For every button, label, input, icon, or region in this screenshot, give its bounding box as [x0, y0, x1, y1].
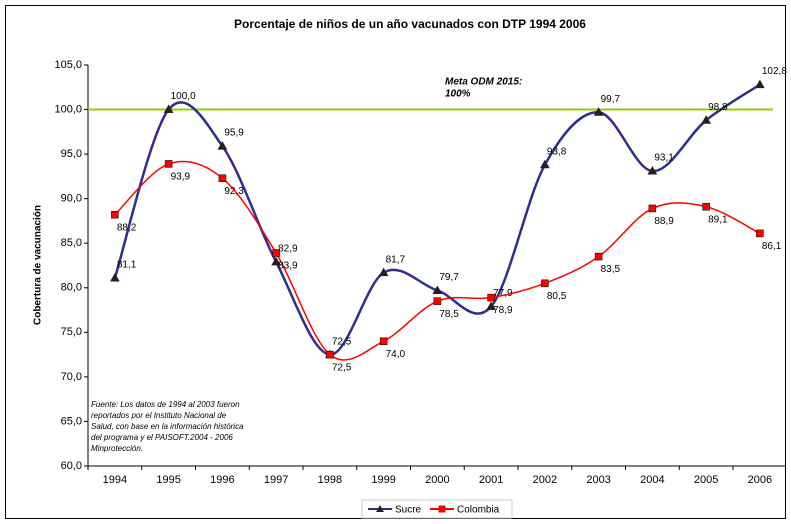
- data-label: 78,5: [439, 309, 459, 320]
- data-label: 92,3: [224, 186, 244, 197]
- legend-marker: [438, 505, 446, 513]
- data-label: 83,9: [278, 261, 298, 272]
- x-tick-label: 2001: [479, 474, 503, 486]
- x-tick-label: 1999: [371, 474, 395, 486]
- series-line: [113, 83, 761, 356]
- legend: Sucre Colombia: [361, 499, 513, 519]
- footnote: del programa y el PAISOFT.2004 - 2006: [91, 433, 233, 442]
- annotation: Meta ODM 2015:: [445, 77, 522, 88]
- chart-frame: [5, 5, 786, 519]
- data-label: 93,1: [654, 153, 674, 164]
- point-marker: [755, 79, 765, 89]
- x-tick-label: 2002: [533, 474, 557, 486]
- chart-title: Porcentaje de niños de un año vacunados …: [234, 17, 586, 31]
- legend-label: Sucre: [395, 505, 422, 516]
- data-label: 99,7: [601, 94, 621, 105]
- legend-marker: [376, 505, 384, 512]
- y-tick-label: 95,0: [61, 148, 82, 160]
- data-label: 72,5: [332, 336, 352, 347]
- point-marker: [271, 256, 281, 266]
- footnote: Salud, con base en la información histór…: [91, 422, 244, 431]
- x-tick-label: 2006: [748, 474, 772, 486]
- y-tick-label: 85,0: [61, 237, 82, 249]
- data-label: 88,9: [654, 216, 674, 227]
- x-tick-label: 2004: [640, 474, 664, 486]
- data-label: 78,9: [493, 305, 513, 316]
- data-label: 81,1: [117, 260, 137, 271]
- point-marker: [110, 272, 120, 282]
- data-label: 100,0: [171, 91, 196, 102]
- x-tick-label: 1994: [103, 474, 127, 486]
- data-label: 93,9: [171, 172, 191, 183]
- point-marker: [111, 210, 119, 219]
- x-tick-label: 2003: [586, 474, 610, 486]
- x-tick-label: 1998: [318, 474, 342, 486]
- point-marker: [378, 267, 389, 277]
- annotation: 100%: [445, 89, 471, 100]
- data-label: 102,8: [762, 66, 787, 77]
- point-marker: [164, 160, 173, 168]
- x-tick-label: 1997: [264, 474, 288, 486]
- footnote: Minprotección.: [91, 444, 143, 453]
- point-marker: [541, 279, 549, 288]
- legend-label: Colombia: [457, 505, 500, 516]
- footnote: reportados por el Instituto Nacional de: [91, 411, 227, 420]
- data-label: 81,7: [386, 254, 406, 265]
- point-marker: [593, 107, 604, 116]
- y-tick-label: 70,0: [61, 371, 82, 383]
- footnote: Fuente: Los datos de 1994 al 2003 fueron: [91, 400, 240, 409]
- data-label: 93,8: [547, 146, 567, 157]
- y-tick-label: 60,0: [61, 460, 82, 472]
- point-marker: [432, 285, 443, 294]
- data-label: 88,2: [117, 222, 137, 233]
- data-label: 83,5: [601, 264, 621, 275]
- y-tick-label: 100,0: [54, 103, 82, 115]
- y-tick-label: 105,0: [54, 59, 82, 71]
- y-tick-label: 80,0: [61, 282, 82, 294]
- data-label: 79,7: [439, 272, 459, 283]
- point-marker: [486, 301, 496, 310]
- point-marker: [218, 174, 227, 182]
- data-label: 89,1: [708, 214, 728, 225]
- y-tick-label: 90,0: [61, 193, 82, 205]
- data-label: 86,1: [762, 241, 782, 252]
- point-marker: [272, 249, 280, 257]
- point-marker: [326, 350, 334, 359]
- point-marker: [379, 337, 388, 345]
- point-marker: [163, 104, 174, 114]
- x-tick-label: 1996: [210, 474, 234, 486]
- point-marker: [540, 159, 550, 169]
- data-label: 80,5: [547, 291, 567, 302]
- point-marker: [702, 202, 710, 211]
- y-axis-label: Cobertura de vacunación: [33, 205, 44, 325]
- x-tick-label: 2005: [694, 474, 718, 486]
- data-label: 98,8: [708, 102, 728, 113]
- x-tick-label: 1995: [156, 474, 180, 486]
- x-tick-label: 2000: [425, 474, 449, 486]
- y-tick-label: 65,0: [61, 415, 82, 427]
- point-marker: [594, 252, 603, 261]
- point-marker: [487, 293, 495, 302]
- data-label: 77,9: [493, 288, 513, 299]
- point-marker: [756, 229, 764, 238]
- data-label: 72,5: [332, 362, 352, 373]
- point-marker: [433, 297, 442, 305]
- point-marker: [648, 204, 657, 213]
- data-label: 82,9: [278, 244, 298, 255]
- y-tick-label: 75,0: [61, 326, 82, 338]
- point-marker: [647, 166, 658, 175]
- data-label: 95,9: [224, 128, 244, 139]
- point-marker: [217, 141, 228, 150]
- point-marker: [701, 115, 711, 124]
- data-label: 74,0: [386, 349, 406, 360]
